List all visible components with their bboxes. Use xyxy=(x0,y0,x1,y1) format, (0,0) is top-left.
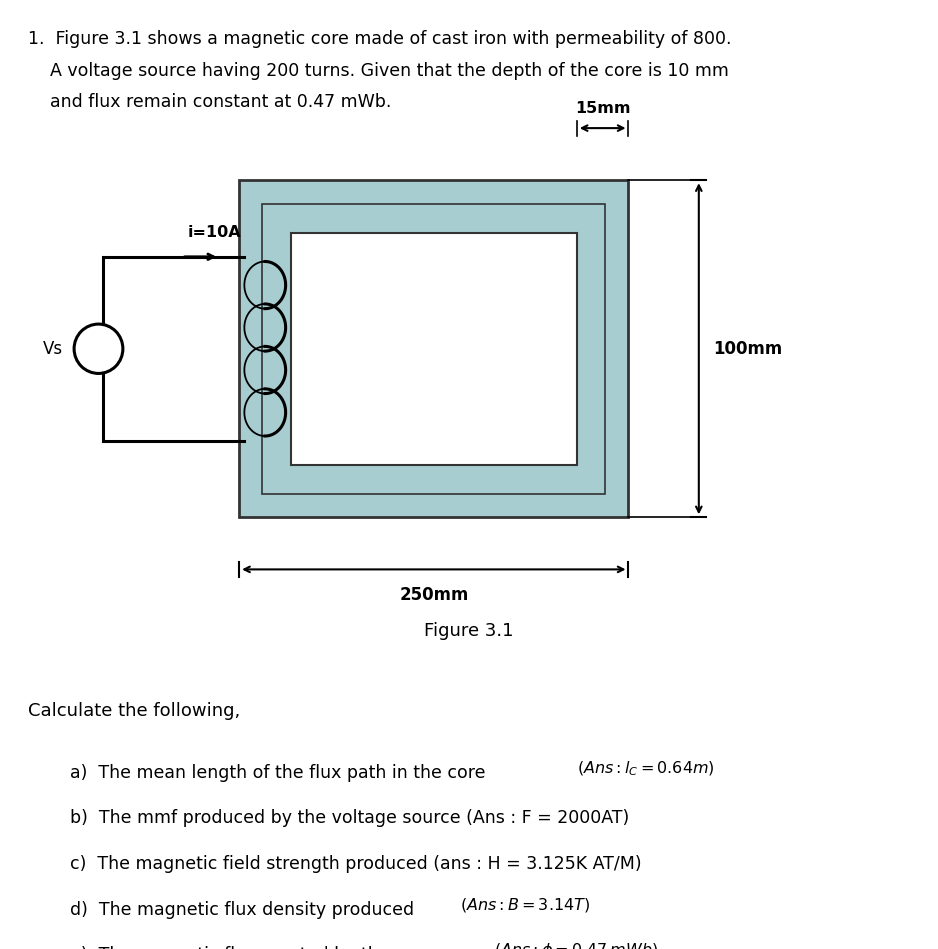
Text: A voltage source having 200 turns. Given that the depth of the core is 10 mm: A voltage source having 200 turns. Given… xyxy=(28,62,729,80)
Text: 250mm: 250mm xyxy=(400,586,468,605)
Text: a)  The mean length of the flux path in the core: a) The mean length of the flux path in t… xyxy=(70,764,492,782)
Text: 1.  Figure 3.1 shows a magnetic core made of cast iron with permeability of 800.: 1. Figure 3.1 shows a magnetic core made… xyxy=(28,30,732,48)
Bar xyxy=(291,233,577,465)
Text: 15mm: 15mm xyxy=(575,101,630,116)
Text: $(Ans:l_C = 0.64m)$: $(Ans:l_C = 0.64m)$ xyxy=(577,759,715,777)
Text: $(Ans:\phi = 0.47\,mWb)$: $(Ans:\phi = 0.47\,mWb)$ xyxy=(494,941,658,949)
Text: $(Ans:B = 3.14T)$: $(Ans:B = 3.14T)$ xyxy=(460,896,590,914)
Text: b)  The mmf produced by the voltage source (Ans : F = 2000AT): b) The mmf produced by the voltage sourc… xyxy=(70,809,629,828)
Text: d)  The magnetic flux density produced: d) The magnetic flux density produced xyxy=(70,901,420,919)
Circle shape xyxy=(74,325,123,373)
Bar xyxy=(263,204,605,493)
Bar xyxy=(239,180,628,517)
Text: Vs: Vs xyxy=(43,340,63,358)
Text: Calculate the following,: Calculate the following, xyxy=(28,702,240,720)
Text: i=10A: i=10A xyxy=(188,225,241,240)
Text: c)  The magnetic field strength produced (ans : H = 3.125K AT/M): c) The magnetic field strength produced … xyxy=(70,855,642,873)
Text: Figure 3.1: Figure 3.1 xyxy=(424,622,514,640)
Text: and flux remain constant at 0.47 mWb.: and flux remain constant at 0.47 mWb. xyxy=(28,93,391,111)
Text: e)  The magnetic flux created by the core: e) The magnetic flux created by the core xyxy=(70,946,439,949)
Text: 100mm: 100mm xyxy=(713,340,782,358)
